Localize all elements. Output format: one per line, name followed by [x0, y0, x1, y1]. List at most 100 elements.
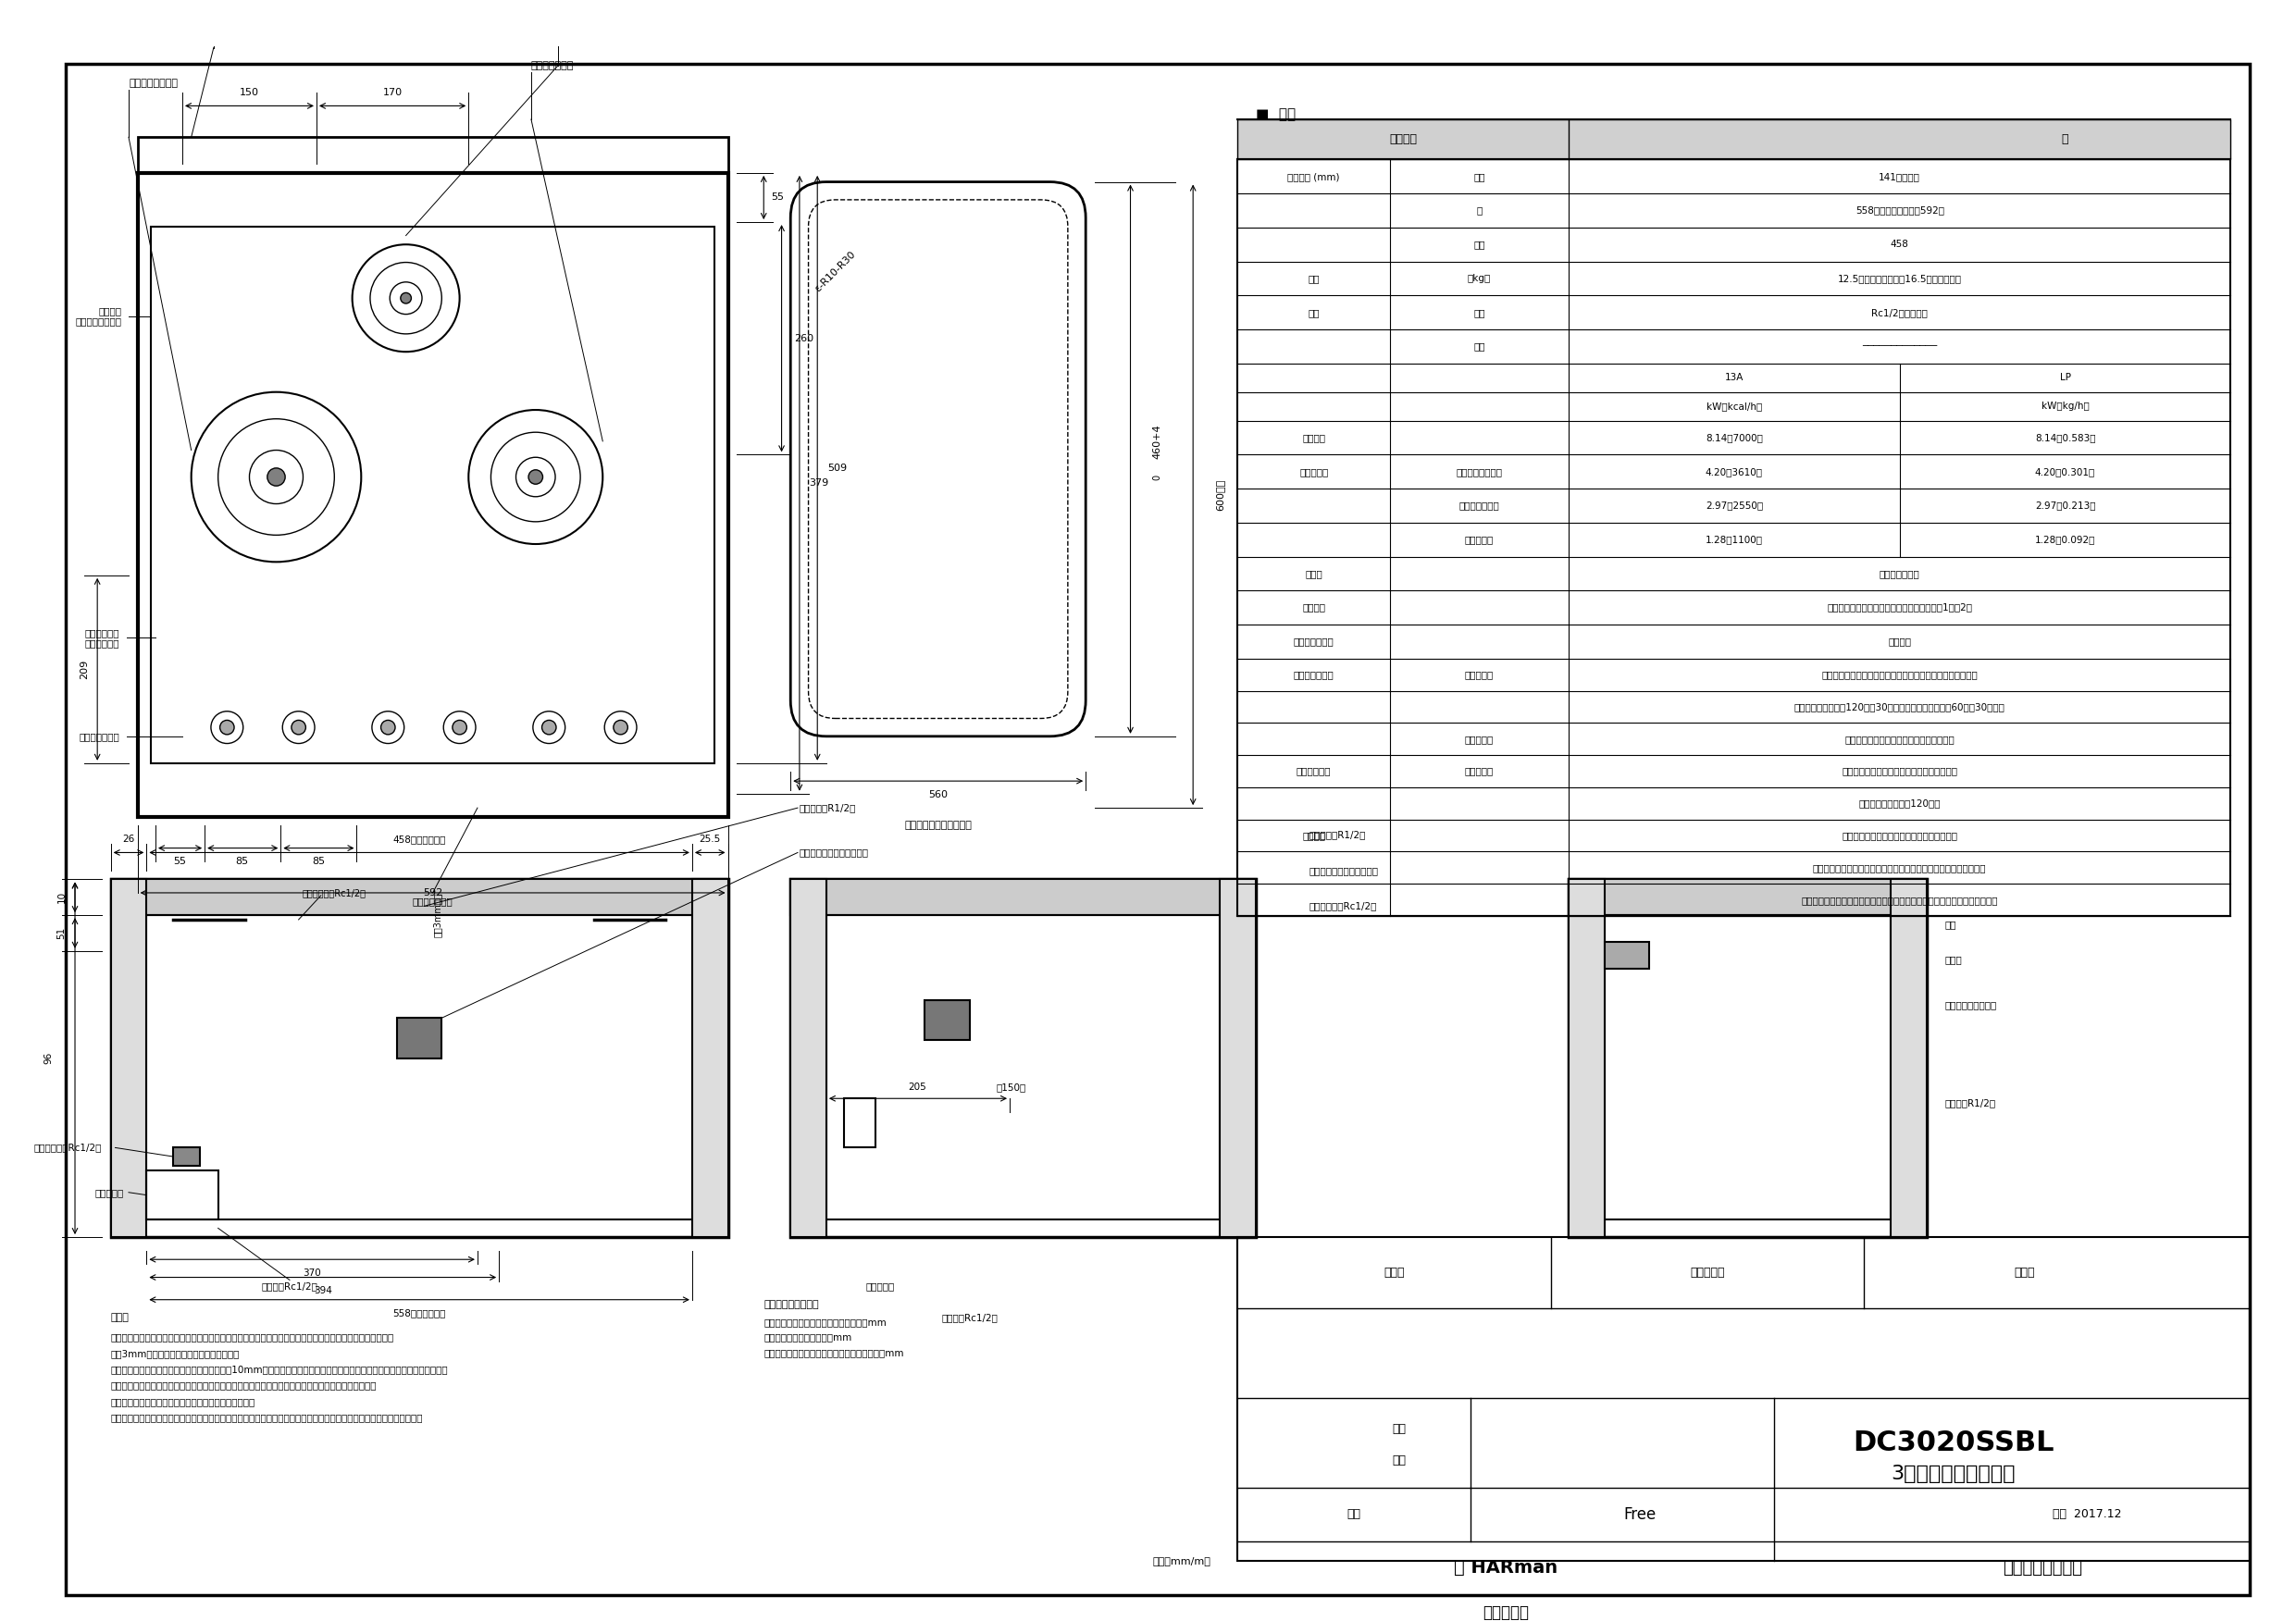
Text: 奥行: 奥行 [1474, 240, 1486, 250]
Text: ガス接続口（Rc1/2）: ガス接続口（Rc1/2） [303, 888, 367, 898]
Text: 高温炒めモード【左高火力バーナーのみ】: 高温炒めモード【左高火力バーナーのみ】 [1844, 734, 1954, 744]
Text: 558（本体外形）: 558（本体外形） [393, 1308, 445, 1318]
Text: 0: 0 [1153, 473, 1162, 480]
Text: エルボ（Rc1/2）: エルボ（Rc1/2） [262, 1282, 317, 1290]
Text: ニップル（R1/2）: ニップル（R1/2） [1309, 830, 1366, 840]
Text: 管継: 管継 [1945, 919, 1956, 929]
Circle shape [542, 720, 556, 734]
Text: 458: 458 [1890, 240, 1908, 250]
Text: 安全モード: 安全モード [1465, 669, 1495, 679]
Text: ・電池ケース側：約１５０mm: ・電池ケース側：約１５０mm [765, 1332, 852, 1342]
Circle shape [528, 470, 542, 485]
Text: ３）単体設置タイプにつきオーブン接続はできません。: ３）単体設置タイプにつきオーブン接続はできません。 [110, 1397, 255, 1407]
Circle shape [220, 720, 234, 734]
Bar [1605, 942, 1649, 969]
Text: 3mm以上のすきまを確保してください。: 3mm以上のすきまを確保してください。 [110, 1349, 239, 1358]
Bar [1568, 879, 1926, 1237]
Text: 600以上: 600以上 [1215, 480, 1224, 511]
Text: 調理油過熱防止装置、焦げつき自動消火機能: 調理油過熱防止装置、焦げつき自動消火機能 [1841, 767, 1958, 776]
Text: 後バーナー: 後バーナー [1465, 535, 1495, 545]
Text: 品名: 品名 [1391, 1423, 1405, 1435]
Text: ㈱ハーマン: ㈱ハーマン [1483, 1605, 1529, 1621]
Text: 右標準バーナー: 右標準バーナー [530, 62, 574, 70]
Text: 押し回し器具栓: 押し回し器具栓 [1880, 569, 1919, 579]
Text: 名称: 名称 [1391, 1454, 1405, 1467]
Text: その　他: その 他 [1302, 832, 1325, 840]
Text: ε-R10-R30: ε-R10-R30 [813, 250, 856, 293]
Text: 器具栓つまみ長し忘れブザー、らくらく点火: 器具栓つまみ長し忘れブザー、らくらく点火 [1841, 832, 1958, 840]
Circle shape [381, 720, 395, 734]
Text: 592: 592 [422, 888, 443, 898]
Text: ガラストッププレート：ブラック、ワイヤーごとく、バーナーリングカバー: ガラストッププレート：ブラック、ワイヤーごとく、バーナーリングカバー [1802, 895, 1998, 905]
Bar [138, 173, 728, 817]
Text: ガス消費量: ガス消費量 [1300, 467, 1329, 477]
Bar [691, 879, 728, 1237]
Text: 電装用ハーネス取り出し口: 電装用ハーネス取り出し口 [799, 848, 868, 858]
Text: ・機器本体側：取り出し口から約４００mm: ・機器本体側：取り出し口から約４００mm [765, 1318, 886, 1326]
Text: レンジフード
赤外線発光部: レンジフード 赤外線発光部 [85, 627, 119, 648]
Text: 電池交換サイン、オーブン接続なし、コンロ使用中お知らせブザー: 電池交換サイン、オーブン接続なし、コンロ使用中お知らせブザー [1814, 862, 1986, 872]
Bar [174, 1148, 200, 1165]
Text: 正面図: 正面図 [1384, 1268, 1405, 1279]
Text: 電装用ハーネス取り出し口: 電装用ハーネス取り出し口 [1309, 866, 1378, 875]
Text: 1.28（0.092）: 1.28（0.092） [2034, 535, 2096, 545]
Text: 消し忘れ消火機能（120分・30分【高温炒めモード時は60分・30分】）: 消し忘れ消火機能（120分・30分【高温炒めモード時は60分・30分】） [1793, 702, 2004, 712]
Text: 注記：: 注記： [110, 1313, 129, 1323]
Text: 51: 51 [57, 927, 67, 939]
Text: 13A: 13A [1724, 373, 1743, 383]
Text: ■  仕様: ■ 仕様 [1256, 109, 1295, 122]
Bar [790, 879, 827, 1237]
Text: （150）: （150） [996, 1083, 1026, 1091]
Text: kW（kg/h）: kW（kg/h） [2041, 402, 2089, 412]
Text: 器具栓: 器具栓 [1304, 569, 1322, 579]
Text: 側面図: 側面図 [2014, 1268, 2034, 1279]
Bar [1890, 879, 1926, 1237]
Text: 509: 509 [827, 464, 847, 473]
Text: 電池ケース: 電池ケース [94, 1188, 124, 1196]
Bar [147, 1170, 218, 1219]
Text: ４）本機器は防火性能評定品であり、周囲に可燃物がある場合は防火性能評定品ラベル内容に従って設置してください。: ４）本機器は防火性能評定品であり、周囲に可燃物がある場合は防火性能評定品ラベル内… [110, 1414, 422, 1422]
Text: 8.14（7000）: 8.14（7000） [1706, 433, 1763, 443]
Text: ガス接続口（Rc1/2）: ガス接続口（Rc1/2） [1309, 901, 1378, 911]
Text: Free: Free [1623, 1506, 1658, 1522]
Text: 住宅設備機器図面: 住宅設備機器図面 [2002, 1559, 2082, 1576]
Text: 55: 55 [172, 858, 186, 866]
Bar [1238, 159, 2232, 916]
Circle shape [400, 293, 411, 303]
Text: 安全モード: 安全モード [1465, 767, 1495, 776]
Text: ガス: ガス [1474, 308, 1486, 318]
Text: １）キャビネットに設置の際は、空気が流れるようにキャビネット前面のとびら上部又は、ワークトップ下に: １）キャビネットに設置の際は、空気が流れるようにキャビネット前面のとびら上部又は… [110, 1332, 395, 1342]
Text: シーリングプレート: シーリングプレート [1945, 1000, 1998, 1010]
Text: 260: 260 [794, 334, 813, 344]
Text: 96: 96 [44, 1052, 53, 1065]
Bar [845, 1099, 875, 1148]
Text: kW（kcal/h）: kW（kcal/h） [1706, 402, 1761, 412]
Bar [1238, 1237, 2250, 1561]
Text: 85: 85 [236, 858, 248, 866]
Text: 電池交換サイン: 電池交換サイン [78, 731, 119, 741]
Text: 全点火時: 全点火時 [1302, 433, 1325, 443]
Text: 右標準バーナー: 右標準バーナー [1458, 501, 1499, 511]
Text: 12.5（付属品含む）　16.5（梱包含む）: 12.5（付属品含む） 16.5（梱包含む） [1837, 274, 1961, 284]
Text: 55: 55 [771, 193, 783, 201]
Bar [1568, 879, 1605, 1237]
Text: 26: 26 [122, 835, 135, 845]
Text: 外形寸法 (mm): 外形寸法 (mm) [1288, 172, 1341, 182]
Text: DC3020SSBL: DC3020SSBL [1853, 1430, 2055, 1456]
Bar [110, 879, 728, 916]
Text: 高さ: 高さ [1474, 172, 1486, 182]
Circle shape [292, 720, 305, 734]
Text: 左高火力バーナー: 左高火力バーナー [129, 79, 177, 88]
Text: 接続: 接続 [1309, 308, 1320, 318]
Text: Rc1/2（メネジ）: Rc1/2（メネジ） [1871, 308, 1929, 318]
Text: 後　バーナー: 後 バーナー [1297, 767, 1332, 776]
Text: 1.28（1100）: 1.28（1100） [1706, 535, 1763, 545]
Text: 85: 85 [312, 858, 324, 866]
Text: 側面3mm以上: 側面3mm以上 [432, 893, 443, 937]
Text: 左・右バーナー: 左・右バーナー [1293, 669, 1334, 679]
Text: 配管施工例: 配管施工例 [1690, 1268, 1724, 1279]
Bar [147, 916, 691, 1219]
Bar [790, 879, 1256, 916]
Text: 高温炒め操作部: 高温炒め操作部 [413, 896, 452, 906]
Text: 2.97（0.213）: 2.97（0.213） [2034, 501, 2096, 511]
